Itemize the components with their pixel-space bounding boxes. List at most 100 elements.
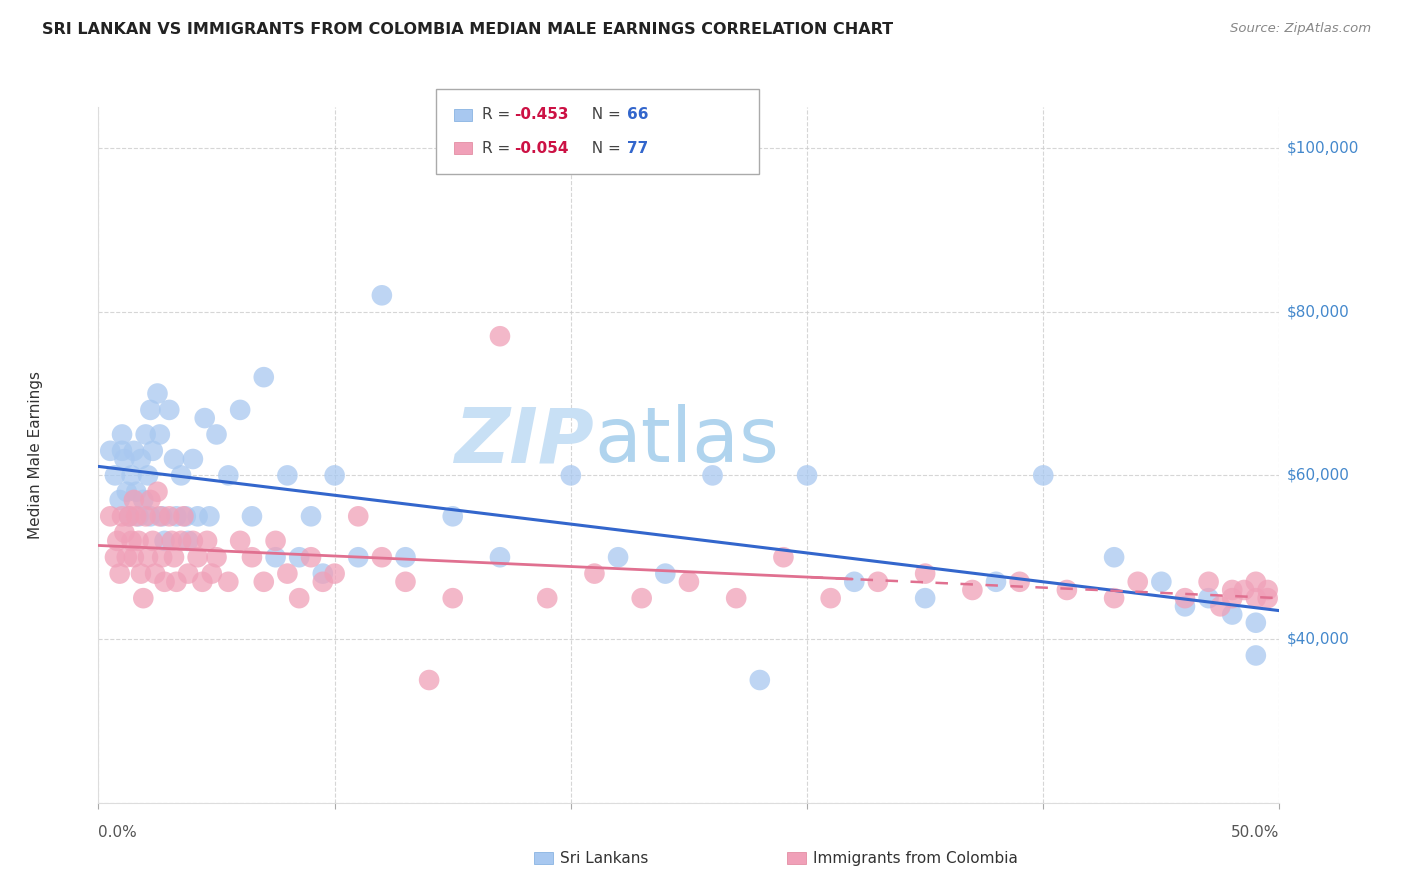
Point xyxy=(1220,591,1243,606)
Point xyxy=(748,673,770,687)
Point xyxy=(371,550,394,565)
Point xyxy=(125,484,148,499)
Point xyxy=(347,550,370,565)
Text: N =: N = xyxy=(582,141,626,156)
Text: 66: 66 xyxy=(627,107,648,122)
Point xyxy=(264,533,287,548)
Text: Median Male Earnings: Median Male Earnings xyxy=(28,371,42,539)
Point xyxy=(157,403,180,417)
Point xyxy=(1056,582,1078,597)
Point xyxy=(489,550,512,565)
Point xyxy=(560,468,582,483)
Point xyxy=(264,550,287,565)
Point xyxy=(820,591,842,606)
Point xyxy=(143,566,166,581)
Text: -0.054: -0.054 xyxy=(515,141,569,156)
Point xyxy=(150,509,173,524)
Text: Immigrants from Colombia: Immigrants from Colombia xyxy=(813,851,1018,865)
Point xyxy=(229,403,252,417)
Point xyxy=(217,468,239,483)
Point xyxy=(111,509,134,524)
Point xyxy=(1244,591,1267,606)
Point xyxy=(962,582,984,597)
Point xyxy=(205,427,228,442)
Point xyxy=(198,509,221,524)
Point xyxy=(112,525,135,540)
Point xyxy=(121,533,143,548)
Point xyxy=(914,591,936,606)
Point xyxy=(122,443,145,458)
Point xyxy=(607,550,630,565)
Point xyxy=(276,468,298,483)
Point xyxy=(1209,599,1232,614)
Point xyxy=(132,591,155,606)
Point xyxy=(394,574,416,589)
Point xyxy=(139,403,162,417)
Point xyxy=(914,566,936,581)
Point xyxy=(135,509,157,524)
Point xyxy=(187,550,209,565)
Point xyxy=(654,566,676,581)
Point xyxy=(441,591,464,606)
Point xyxy=(165,509,187,524)
Point xyxy=(146,484,169,499)
Point xyxy=(984,574,1007,589)
Point xyxy=(1198,591,1220,606)
Point xyxy=(122,550,145,565)
Point xyxy=(1244,615,1267,630)
Point xyxy=(229,533,252,548)
Text: $100,000: $100,000 xyxy=(1286,140,1358,155)
Point xyxy=(104,468,127,483)
Point xyxy=(128,533,150,548)
Point xyxy=(240,550,263,565)
Point xyxy=(111,443,134,458)
Text: Sri Lankans: Sri Lankans xyxy=(560,851,648,865)
Point xyxy=(160,533,183,548)
Text: 77: 77 xyxy=(627,141,648,156)
Point xyxy=(371,288,394,302)
Point xyxy=(112,452,135,467)
Point xyxy=(122,492,145,507)
Point xyxy=(129,566,152,581)
Point xyxy=(157,509,180,524)
Point xyxy=(253,574,276,589)
Point xyxy=(125,509,148,524)
Text: $40,000: $40,000 xyxy=(1286,632,1350,647)
Point xyxy=(174,509,197,524)
Point xyxy=(170,468,193,483)
Point xyxy=(288,550,311,565)
Point xyxy=(418,673,440,687)
Point xyxy=(1174,591,1197,606)
Point xyxy=(1220,607,1243,622)
Point xyxy=(104,550,127,565)
Point xyxy=(1008,574,1031,589)
Point xyxy=(1150,574,1173,589)
Point xyxy=(181,452,204,467)
Point xyxy=(153,574,176,589)
Point xyxy=(195,533,218,548)
Point xyxy=(240,509,263,524)
Text: $60,000: $60,000 xyxy=(1286,468,1350,483)
Point xyxy=(394,550,416,565)
Point xyxy=(583,566,606,581)
Point xyxy=(1102,591,1125,606)
Point xyxy=(191,574,214,589)
Point xyxy=(172,509,194,524)
Point xyxy=(253,370,276,384)
Point xyxy=(489,329,512,343)
Point xyxy=(312,574,335,589)
Point xyxy=(205,550,228,565)
Text: atlas: atlas xyxy=(595,404,779,478)
Point xyxy=(866,574,889,589)
Point xyxy=(146,386,169,401)
Point xyxy=(142,533,165,548)
Text: 50.0%: 50.0% xyxy=(1232,825,1279,840)
Point xyxy=(177,533,200,548)
Point xyxy=(139,509,162,524)
Point xyxy=(1126,574,1149,589)
Point xyxy=(1102,550,1125,565)
Point xyxy=(118,509,141,524)
Point xyxy=(118,509,141,524)
Point xyxy=(142,443,165,458)
Point xyxy=(139,492,162,507)
